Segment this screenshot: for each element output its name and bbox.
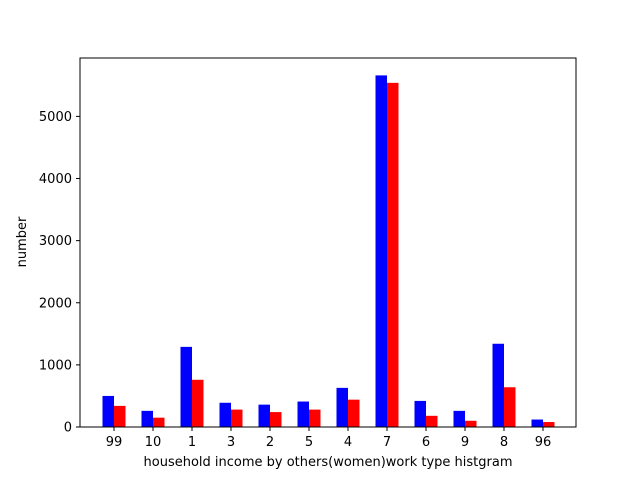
y-axis-label: number <box>15 216 30 267</box>
x-tick-label: 4 <box>344 435 352 450</box>
bar-series2-4 <box>348 399 360 427</box>
bar-series2-1 <box>192 379 204 427</box>
y-tick-label: 1000 <box>39 358 72 373</box>
bar-series2-99 <box>114 405 126 427</box>
x-tick-label: 10 <box>145 435 162 450</box>
x-tick-label: 1 <box>188 435 196 450</box>
bar-series1-9 <box>453 410 465 427</box>
x-tick-label: 8 <box>500 435 508 450</box>
bar-series2-7 <box>387 82 399 428</box>
bar-series2-8 <box>504 387 516 427</box>
x-tick-label: 2 <box>266 435 274 450</box>
bar-series1-6 <box>414 400 426 427</box>
x-tick-label: 9 <box>461 435 469 450</box>
y-tick-label: 4000 <box>39 172 72 187</box>
bar-series1-2 <box>258 404 270 427</box>
bar-series2-96 <box>543 422 555 427</box>
y-tick-label: 2000 <box>39 296 72 311</box>
bar-series2-3 <box>231 409 243 427</box>
bar-series1-1 <box>180 346 192 427</box>
bar-series1-8 <box>492 343 504 427</box>
x-axis-label: household income by others(women)work ty… <box>144 455 513 470</box>
y-tick-label: 5000 <box>39 110 72 125</box>
x-tick-label: 96 <box>535 435 552 450</box>
bar-series1-10 <box>141 410 153 427</box>
bar-series2-2 <box>270 412 282 427</box>
y-tick-label: 3000 <box>39 234 72 249</box>
x-ticks: 99 10 1 3 2 5 4 7 6 9 8 96 <box>106 427 552 450</box>
x-tick-label: 99 <box>106 435 123 450</box>
x-tick-label: 5 <box>305 435 313 450</box>
bar-series1-96 <box>531 419 543 427</box>
bar-series1-4 <box>336 387 348 427</box>
y-ticks: 0 1000 2000 3000 4000 5000 <box>39 110 80 436</box>
x-tick-label: 7 <box>383 435 391 450</box>
bar-series1-99 <box>102 395 114 427</box>
bars-layer <box>102 75 555 428</box>
plot-frame <box>79 57 577 428</box>
bar-series1-7 <box>375 75 387 428</box>
bar-series2-10 <box>153 417 165 427</box>
x-tick-label: 3 <box>227 435 235 450</box>
bar-series2-5 <box>309 409 321 427</box>
y-tick-label: 0 <box>64 421 72 436</box>
x-tick-label: 6 <box>422 435 430 450</box>
bar-series1-5 <box>297 401 309 427</box>
bar-series1-3 <box>219 402 231 427</box>
bar-series2-9 <box>465 420 477 427</box>
bar-series2-6 <box>426 415 438 427</box>
